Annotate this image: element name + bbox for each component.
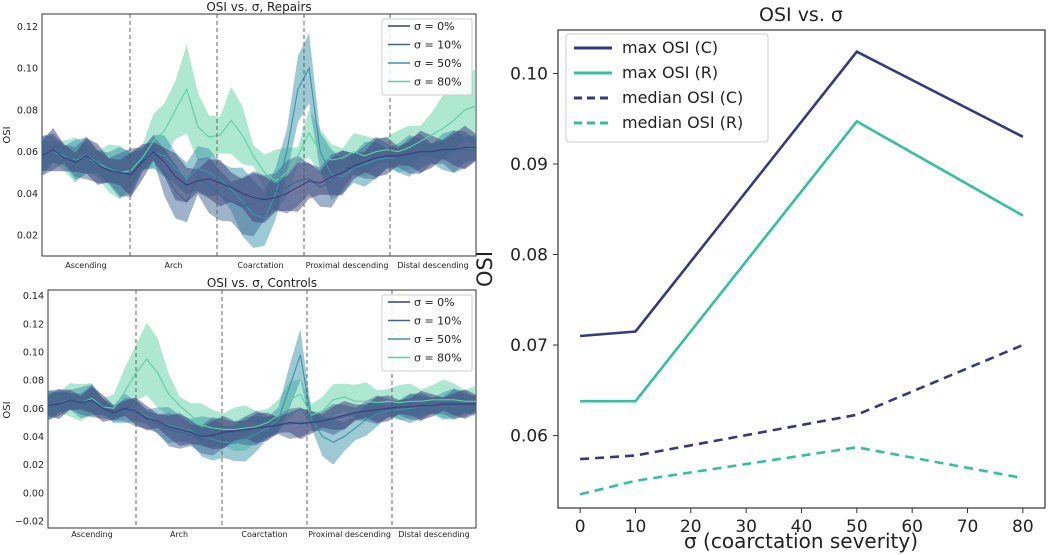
summary-y-tick: 0.09 [510, 155, 548, 175]
repairs-title: OSI vs. σ, Repairs [206, 0, 311, 14]
repairs-region-label: Ascending [65, 261, 106, 270]
summary-legend-label: median OSI (C) [622, 88, 743, 107]
controls-y-tick: 0.02 [23, 460, 44, 471]
summary-x-tick: 10 [625, 517, 647, 537]
repairs-legend: σ = 0% σ = 10% σ = 50% σ = 80% [381, 18, 473, 96]
repairs-legend-label: σ = 50% [414, 57, 462, 70]
repairs-line-0 [41, 146, 476, 201]
controls-legend-label: σ = 80% [414, 352, 462, 365]
summary-x-tick: 20 [680, 517, 702, 537]
summary-x-tick: 70 [957, 517, 979, 537]
controls-y-tick: 0.12 [23, 319, 44, 330]
summary-x-tick: 30 [735, 517, 757, 537]
summary-series-lines [579, 50, 1024, 496]
repairs-region-label: Coarctation [237, 261, 283, 270]
controls-line-3 [47, 358, 476, 430]
controls-y-tick: 0.10 [23, 347, 44, 358]
controls-band-3 [48, 322, 476, 452]
summary-line-2 [580, 343, 1024, 461]
summary-x-tick: 60 [901, 517, 923, 537]
controls-confidence-bands [48, 322, 476, 465]
summary-y-tick: 0.06 [510, 427, 548, 447]
controls-legend-box [381, 294, 473, 372]
repairs-y-tick: 0.06 [17, 147, 38, 158]
repairs-line-1 [41, 146, 476, 207]
summary-y-tick: 0.10 [510, 64, 548, 84]
summary-y-tick: 0.08 [510, 246, 548, 266]
controls-band-0 [48, 386, 476, 450]
controls-region-dividers [135, 290, 393, 528]
repairs-region-labels: Ascending Arch Coarctation Proximal desc… [65, 261, 468, 270]
controls-line-2 [47, 354, 476, 445]
summary-x-axis-label: σ (coarctation severity) [684, 529, 918, 553]
repairs-chart: OSI vs. σ, Repairs OSI 0.02 0.04 0.06 0.… [2, 0, 477, 270]
controls-region-label: Distal descending [398, 530, 469, 539]
repairs-region-label: Distal descending [397, 261, 468, 270]
controls-y-tick: 0.04 [23, 432, 44, 443]
summary-x-tick: 50 [846, 517, 868, 537]
controls-legend-label: σ = 0% [414, 296, 455, 309]
repairs-legend-label: σ = 80% [414, 76, 462, 89]
repairs-legend-label: σ = 0% [414, 20, 455, 33]
summary-legend-label: max OSI (R) [622, 63, 718, 82]
controls-y-tick: −0.02 [15, 516, 44, 527]
controls-y-tick: 0.06 [23, 404, 44, 415]
repairs-y-ticks: 0.02 0.04 0.06 0.08 0.10 0.12 [17, 22, 38, 242]
summary-legend-label: median OSI (R) [622, 113, 743, 132]
controls-line-0 [47, 399, 476, 438]
repairs-y-tick: 0.12 [17, 22, 38, 33]
summary-line-1 [580, 119, 1024, 403]
controls-y-tick: 0.08 [23, 376, 44, 387]
summary-title: OSI vs. σ [759, 4, 843, 26]
controls-y-tick: 0.14 [23, 291, 44, 302]
controls-region-label: Arch [170, 530, 188, 539]
summary-y-axis-label: OSI [473, 251, 497, 287]
controls-title: OSI vs. σ, Controls [207, 276, 317, 290]
repairs-y-tick: 0.04 [17, 189, 38, 200]
repairs-y-tick: 0.02 [17, 231, 38, 242]
summary-ticks: 0 10 20 30 40 50 60 70 80 0.06 0.07 0.08 0.09 0.10 [510, 64, 1034, 537]
repairs-y-tick: 0.08 [17, 105, 38, 116]
summary-line-3 [579, 445, 1024, 496]
summary-x-tick: 0 [575, 517, 586, 537]
repairs-y-axis-label: OSI [2, 126, 13, 143]
repairs-legend-box [381, 18, 473, 96]
summary-x-tick: 40 [791, 517, 813, 537]
controls-chart: OSI vs. σ, Controls OSI −0.02 0.00 0.02 … [2, 276, 477, 539]
controls-region-label: Ascending [71, 530, 112, 539]
summary-y-tick: 0.07 [510, 336, 548, 356]
repairs-region-dividers [129, 14, 391, 256]
summary-chart: OSI vs. σ OSI σ (coarctation severity) 0… [473, 4, 1046, 553]
controls-legend: σ = 0% σ = 10% σ = 50% σ = 80% [381, 294, 473, 372]
summary-legend-box [565, 33, 769, 143]
repairs-legend-label: σ = 10% [414, 39, 462, 52]
summary-legend: max OSI (C) max OSI (R) median OSI (C) m… [565, 33, 769, 143]
controls-region-label: Proximal descending [308, 530, 391, 539]
controls-y-axis-label: OSI [2, 401, 13, 418]
controls-region-label: Coarctation [241, 530, 287, 539]
summary-line-0 [579, 50, 1024, 338]
repairs-y-tick: 0.10 [17, 64, 38, 75]
controls-legend-label: σ = 10% [414, 315, 462, 328]
repairs-region-label: Arch [164, 261, 182, 270]
controls-y-ticks: −0.02 0.00 0.02 0.04 0.06 0.08 0.10 0.12… [15, 291, 44, 527]
controls-region-labels: Ascending Arch Coarctation Proximal desc… [71, 530, 469, 539]
controls-y-tick: 0.00 [23, 488, 44, 499]
repairs-region-label: Proximal descending [306, 261, 389, 270]
summary-legend-label: max OSI (C) [622, 38, 718, 57]
repairs-series-lines [41, 66, 477, 220]
controls-legend-label: σ = 50% [414, 333, 462, 346]
controls-series-lines [47, 354, 476, 445]
summary-x-tick: 80 [1012, 517, 1034, 537]
